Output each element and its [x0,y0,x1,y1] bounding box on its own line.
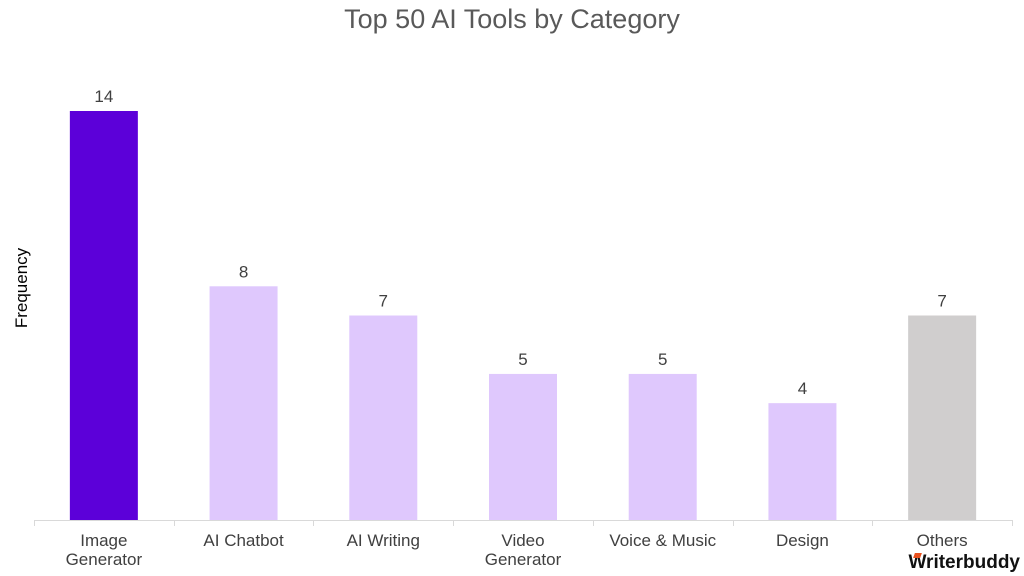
data-label: 4 [798,379,807,398]
data-label: 5 [518,350,527,369]
x-tick-label: Design [776,531,829,550]
writerbuddy-logo: Writerbuddy [908,552,1020,573]
bar [908,315,977,520]
bar [628,373,697,520]
bar [768,403,837,520]
bar [209,286,278,520]
x-tick-label: Voice & Music [609,531,716,550]
data-label: 8 [239,262,248,281]
data-label: 14 [94,87,113,106]
x-tick-label: Image Generator [66,531,143,569]
data-label: 7 [379,292,388,311]
bar [69,111,138,520]
bar [349,315,418,520]
x-tick-label: Others [917,531,968,550]
data-label: 7 [937,292,946,311]
x-tick-label: AI Chatbot [203,531,284,550]
bar [489,373,557,520]
data-label: 5 [658,350,667,369]
chart-title: Top 50 AI Tools by Category [344,4,680,34]
x-tick-label: Video Generator [485,531,562,569]
x-tick-label: AI Writing [347,531,420,550]
